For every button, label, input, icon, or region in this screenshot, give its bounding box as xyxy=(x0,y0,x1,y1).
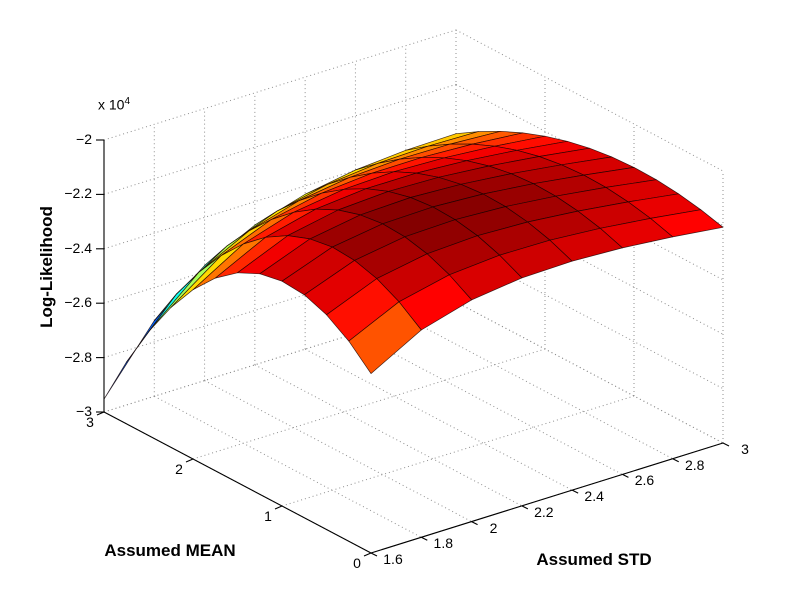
x-tick-mark xyxy=(370,552,378,557)
y-tick-label: 1 xyxy=(264,508,272,524)
grid-line-wall-z-left xyxy=(103,29,457,141)
grid-line-floor-std xyxy=(304,348,573,491)
x-tick-mark xyxy=(521,505,529,510)
grid-line-floor-std xyxy=(254,364,523,507)
y-tick-label: 2 xyxy=(175,461,183,477)
axes xyxy=(96,139,730,557)
grid-line-wall-z-left xyxy=(103,301,457,413)
x-tick-mark xyxy=(571,489,579,494)
x-axis-label: Assumed STD xyxy=(536,550,652,569)
x-tick-label: 2 xyxy=(489,519,498,536)
x-tick-label: 2.2 xyxy=(534,503,554,520)
x-tick-label: 2.4 xyxy=(584,488,604,505)
y-axis-label: Assumed MEAN xyxy=(104,541,236,560)
y-tick-mark xyxy=(96,411,105,416)
x-tick-mark xyxy=(722,442,730,447)
z-tick-label: −2.2 xyxy=(64,185,92,202)
z-tick-label: −2 xyxy=(76,131,92,147)
z-axis-scale: x 104 xyxy=(98,96,130,113)
x-tick-label: 1.6 xyxy=(383,551,403,567)
grid-line-wall-z-right xyxy=(455,301,724,444)
x-tick-label: 1.8 xyxy=(433,535,454,552)
y-tick-mark xyxy=(185,458,194,463)
x-tick-label: 2.6 xyxy=(634,472,655,489)
surface-facet xyxy=(348,301,422,374)
grid-line-floor-std xyxy=(405,317,673,460)
y-axis-line xyxy=(103,411,372,554)
y-tick-mark xyxy=(363,552,372,557)
grid-line-wall-z-left xyxy=(103,83,457,195)
y-tick-label: 3 xyxy=(86,414,94,430)
z-tick-label: −2.4 xyxy=(64,239,92,256)
x-tick-label: 2.8 xyxy=(684,456,705,473)
grid-line-floor-std xyxy=(154,395,422,538)
y-tick-label: 0 xyxy=(353,555,361,571)
x-axis-line xyxy=(370,442,724,554)
x-tick-label: 3 xyxy=(741,441,749,457)
z-tick-label: −2.8 xyxy=(64,348,92,365)
z-axis-scale-exponent: 4 xyxy=(124,96,131,107)
z-tick-label: −3 xyxy=(76,403,92,419)
surface-mesh xyxy=(103,130,724,400)
z-axis-scale-base: x 10 xyxy=(98,96,125,113)
grid-line-floor-std xyxy=(355,332,623,475)
x-tick-mark xyxy=(471,521,478,526)
y-tick-mark xyxy=(274,505,283,510)
z-tick-label: −2.6 xyxy=(64,294,92,311)
grid-line-floor-mean xyxy=(281,395,635,507)
grid-line-wall-z-left xyxy=(103,138,457,250)
grid-line-wall-z-left xyxy=(103,247,457,359)
grid-line-floor-mean xyxy=(192,348,546,460)
x-tick-mark xyxy=(421,536,428,541)
x-tick-mark xyxy=(672,458,679,463)
x-tick-mark xyxy=(622,473,629,478)
grid-line-floor-std xyxy=(204,380,472,523)
